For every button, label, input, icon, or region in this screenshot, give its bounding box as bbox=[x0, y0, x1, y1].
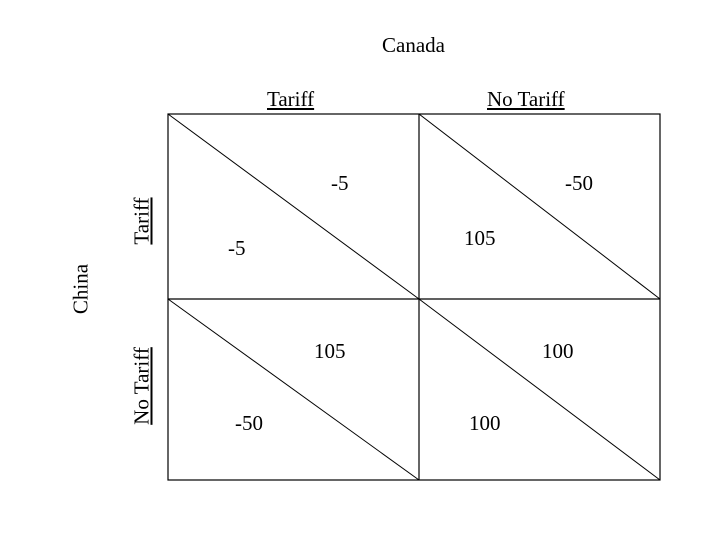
cell-diagonal-notariff-tariff bbox=[167, 298, 420, 481]
payoff-canada-tariff-tariff: -5 bbox=[331, 171, 349, 195]
payoff-china-notariff-notariff: 100 bbox=[469, 411, 501, 435]
column-player-label: Canada bbox=[382, 33, 445, 57]
cell-diagonal-tariff-tariff bbox=[167, 113, 420, 300]
cell-diagonal-notariff-notariff bbox=[418, 298, 661, 481]
cell-diagonal-tariff-notariff bbox=[418, 113, 661, 300]
payoff-canada-notariff-tariff: 105 bbox=[314, 339, 346, 363]
payoff-china-tariff-notariff: 105 bbox=[464, 226, 496, 250]
matrix-border bbox=[167, 113, 661, 481]
payoff-china-tariff-tariff: -5 bbox=[228, 236, 246, 260]
payoff-canada-notariff-notariff: 100 bbox=[542, 339, 574, 363]
column-strategy-tariff: Tariff bbox=[267, 87, 315, 111]
column-strategy-no-tariff: No Tariff bbox=[487, 87, 565, 111]
payoff-canada-tariff-notariff: -50 bbox=[565, 171, 593, 195]
payoff-china-notariff-tariff: -50 bbox=[235, 411, 263, 435]
